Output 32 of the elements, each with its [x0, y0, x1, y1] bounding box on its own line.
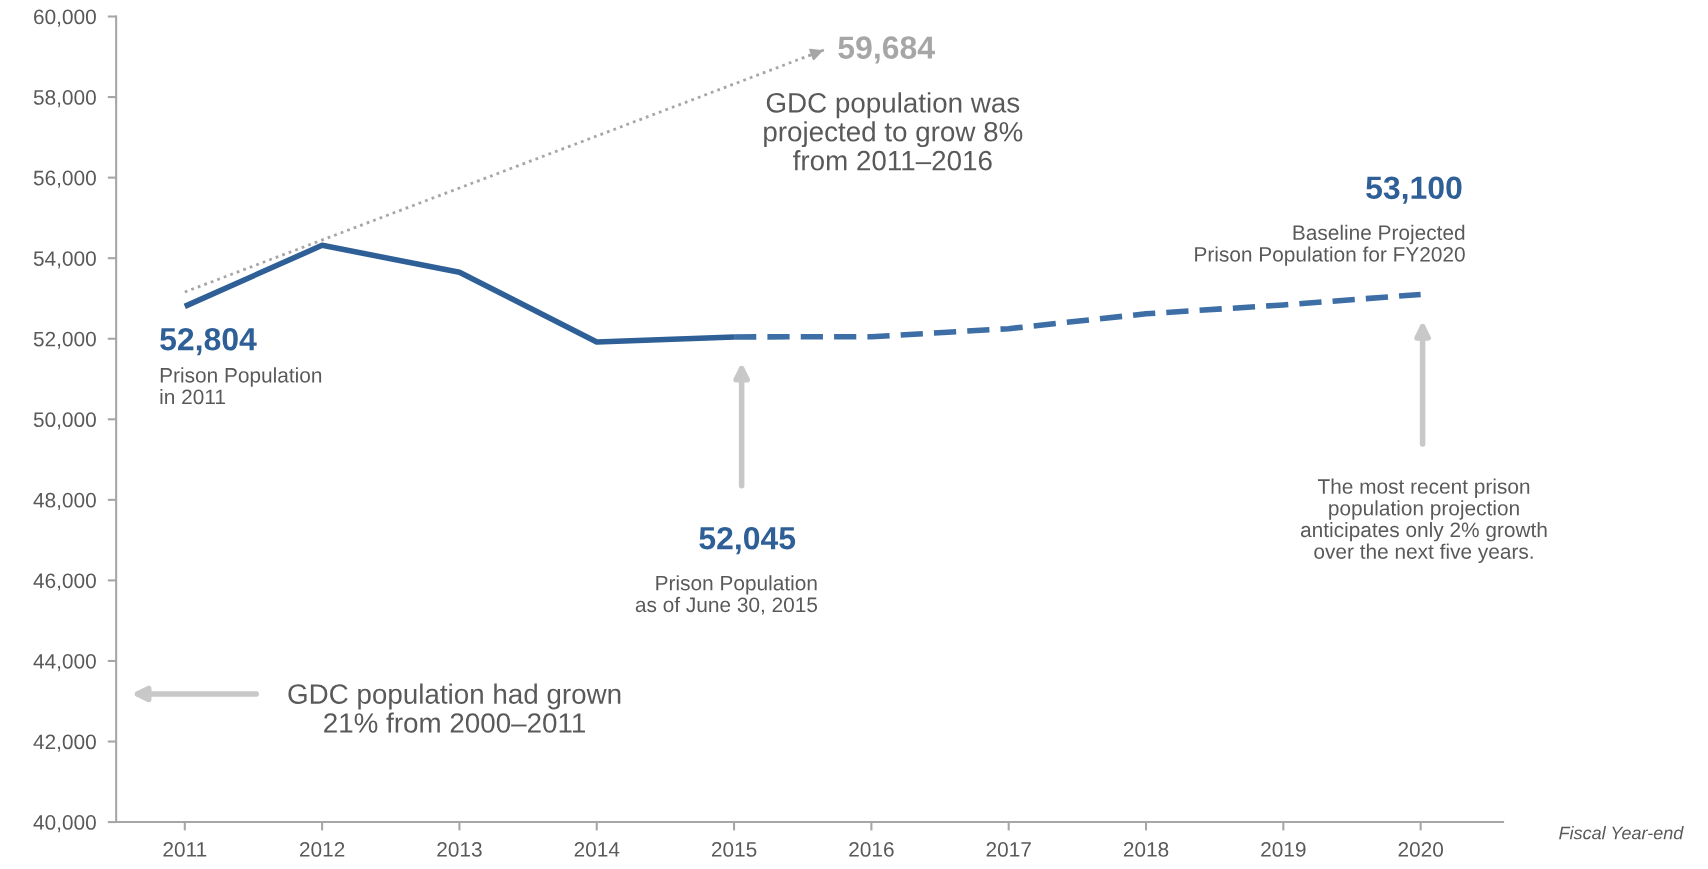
annotation: The most recent prison population projection anticipates only 2% growth over the next five years.	[1300, 478, 1547, 564]
x-tick-label: 2012	[300, 842, 345, 857]
annotation: 59,684	[838, 36, 935, 64]
y-tick-label: 44,000	[33, 653, 96, 672]
annotation: 52,045	[699, 526, 796, 555]
x-axis-title: Fiscal Year-end	[1559, 826, 1684, 840]
annotation: Baseline Projected Prison Population for FY2020	[1195, 224, 1465, 266]
y-tick-label: 46,000	[33, 573, 96, 591]
y-tick-label: 40,000	[33, 815, 96, 833]
y-tick-label: 60,000	[34, 9, 96, 27]
x-tick-label: 2020	[1398, 842, 1444, 857]
y-tick-label: 42,000	[33, 734, 96, 752]
annotation: GDC population had grown 21% from 2000–2011	[288, 683, 621, 733]
y-tick-label: 58,000	[33, 90, 96, 108]
y-tick-label: 54,000	[33, 251, 96, 269]
annotation: 53,100	[1366, 176, 1462, 204]
x-tick-label: 2011	[163, 842, 207, 857]
x-tick-label: 2015	[711, 842, 757, 857]
x-tick-label: 2016	[849, 842, 894, 857]
x-tick-label: 2019	[1261, 842, 1306, 857]
annotation: Prison Population as of June 30, 2015	[635, 575, 818, 615]
annotation: Prison Population in 2011	[160, 367, 322, 405]
x-tick-label: 2018	[1123, 842, 1169, 857]
y-tick-label: 56,000	[33, 170, 96, 188]
y-tick-label: 48,000	[33, 492, 96, 511]
y-tick-label: 52,000	[33, 331, 96, 349]
y-tick-label: 50,000	[33, 412, 96, 430]
annotation: 52,804	[160, 327, 257, 356]
x-tick-label: 2014	[574, 842, 620, 857]
x-tick-label: 2017	[986, 842, 1031, 857]
annotation: GDC population was projected to grow 8% from 2011–2016	[764, 92, 1023, 171]
x-tick-label: 2013	[437, 842, 482, 857]
